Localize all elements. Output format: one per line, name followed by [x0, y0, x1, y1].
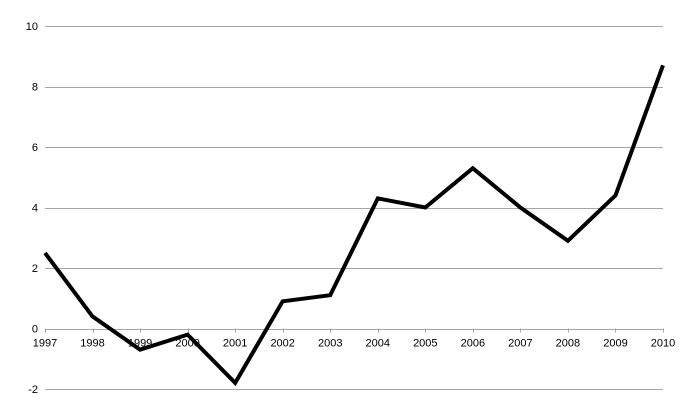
x-tick-label: 2001 [223, 338, 247, 350]
x-tick-label: 2010 [651, 338, 675, 350]
x-tick-label: 1997 [33, 338, 57, 350]
y-tick-label: 8 [32, 82, 38, 94]
gridlines [45, 26, 664, 390]
x-tick-label: 2004 [366, 338, 390, 350]
y-tick-label: 2 [32, 263, 38, 275]
x-tick-label: 2002 [270, 338, 294, 350]
x-tick-label: 2003 [318, 338, 342, 350]
y-tick-label: 4 [32, 203, 38, 215]
x-tick-label: 2009 [603, 338, 627, 350]
y-tick-label: -2 [28, 384, 38, 396]
y-tick-label: 6 [32, 142, 38, 154]
x-tick-label: 2005 [413, 338, 437, 350]
series-line [43, 64, 665, 387]
y-axis-tick-labels: -2 0 2 4 6 8 10 [26, 21, 38, 396]
x-tick-label: 2008 [556, 338, 580, 350]
x-tick-label: 2007 [508, 338, 532, 350]
y-tick-label: 0 [32, 324, 38, 336]
x-tick-label: 1998 [80, 338, 104, 350]
x-tick-label: 2006 [461, 338, 485, 350]
y-tick-label: 10 [26, 21, 38, 33]
series-layer [43, 64, 665, 387]
